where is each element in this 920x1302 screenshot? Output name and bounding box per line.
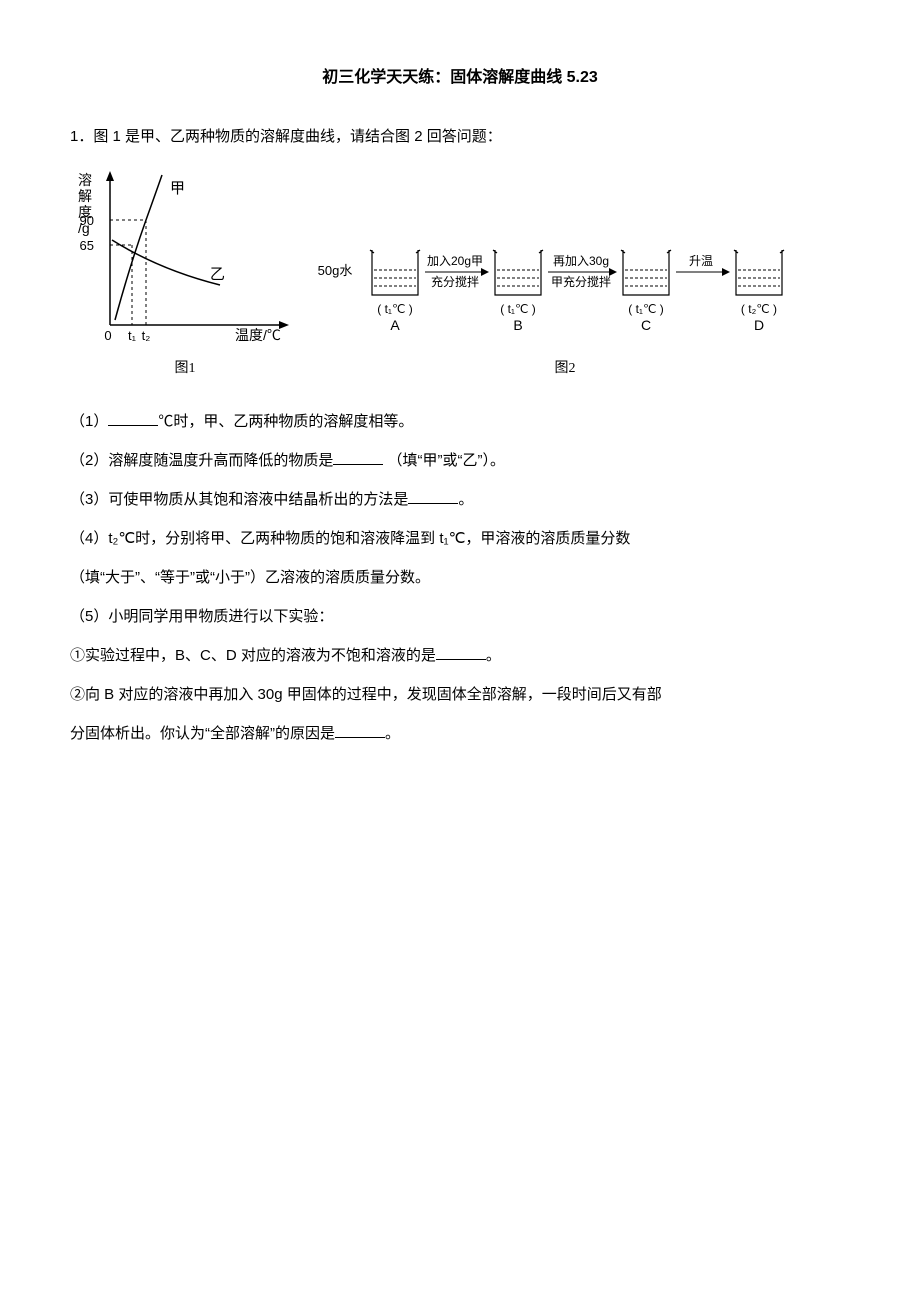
xlabel: 温度/℃ xyxy=(235,327,281,343)
beaker-c-temp: ( t₁℃ ) xyxy=(628,302,664,316)
question-1: （1） ℃时，甲、乙两种物质的溶解度相等。 xyxy=(70,405,850,438)
arrow2-bottom: 甲充分搅拌 xyxy=(551,274,611,289)
fig1-caption: 图1 xyxy=(175,354,196,385)
question-3: （3）可使甲物质从其饱和溶液中结晶析出的方法是 。 xyxy=(70,483,850,516)
beaker-b-letter: B xyxy=(513,317,522,333)
ylabel-1: 溶 xyxy=(78,172,92,188)
ytick-65: 65 xyxy=(80,238,94,253)
q5-1-pre: ①实验过程中，B、C、D 对应的溶液为不饱和溶液的是 xyxy=(70,647,436,664)
page-title: 初三化学天天练：固体溶解度曲线 5.23 xyxy=(70,60,850,95)
xtick-t1: t₁ xyxy=(128,328,137,343)
beaker-sequence: 50g水 ( t₁℃ ) A 加入20g甲 充分搅拌 ( xyxy=(310,220,820,350)
q5-2b-post: 。 xyxy=(385,725,400,742)
beaker-a-letter: A xyxy=(390,317,400,333)
beaker-d-temp: ( t₂℃ ) xyxy=(741,302,777,316)
question-4b: （填“大于”、“等于”或“小于”）乙溶液的溶质质量分数。 xyxy=(70,561,850,594)
arrow1-bottom: 充分搅拌 xyxy=(431,274,479,289)
beaker-c-letter: C xyxy=(641,317,651,333)
q5-2b-pre: 分固体析出。你认为“全部溶解”的原因是 xyxy=(70,725,335,742)
q5-1-post: 。 xyxy=(486,647,501,664)
figure-1: 65 90 0 t₁ t₂ 甲 乙 溶 解 度 /g 温度/℃ 图1 xyxy=(70,165,300,385)
fig2-caption: 图2 xyxy=(555,354,576,385)
beaker-a-temp: ( t₁℃ ) xyxy=(377,302,413,316)
xtick-t2: t₂ xyxy=(142,328,151,343)
figures-row: 65 90 0 t₁ t₂ 甲 乙 溶 解 度 /g 温度/℃ 图1 xyxy=(70,165,850,385)
xtick-0: 0 xyxy=(104,328,111,343)
start-water-label: 50g水 xyxy=(318,263,353,278)
curve-label-jia: 甲 xyxy=(170,180,185,197)
question-stem: 1．图 1 是甲、乙两种物质的溶解度曲线，请结合图 2 回答问题： xyxy=(70,120,850,153)
question-5-2b: 分固体析出。你认为“全部溶解”的原因是 。 xyxy=(70,717,850,750)
arrow1-top: 加入20g甲 xyxy=(427,254,483,268)
question-5: （5）小明同学用甲物质进行以下实验： xyxy=(70,600,850,633)
q2-blank xyxy=(333,449,383,465)
curve-label-yi: 乙 xyxy=(210,266,225,283)
q1-post: ℃时，甲、乙两种物质的溶解度相等。 xyxy=(158,413,413,430)
ylabel-3: 度 xyxy=(78,204,92,220)
q5-1-blank xyxy=(436,644,486,660)
beaker-b-temp: ( t₁℃ ) xyxy=(500,302,536,316)
q2-post: （填“甲”或“乙”）。 xyxy=(388,452,505,469)
arrow2-top: 再加入30g xyxy=(553,254,609,268)
question-4a: （4）t₂℃时，分别将甲、乙两种物质的饱和溶液降温到 t₁℃，甲溶液的溶质质量分… xyxy=(70,522,850,555)
q5-2b-blank xyxy=(335,722,385,738)
arrow3-top: 升温 xyxy=(689,254,713,268)
question-5-2a: ②向 B 对应的溶液中再加入 30g 甲固体的过程中，发现固体全部溶解，一段时间… xyxy=(70,678,850,711)
q1-pre: （1） xyxy=(70,413,108,430)
beaker-d-letter: D xyxy=(754,317,764,333)
question-2: （2）溶解度随温度升高而降低的物质是 （填“甲”或“乙”）。 xyxy=(70,444,850,477)
question-5-1: ①实验过程中，B、C、D 对应的溶液为不饱和溶液的是 。 xyxy=(70,639,850,672)
q3-post: 。 xyxy=(458,491,473,508)
solubility-curve-chart: 65 90 0 t₁ t₂ 甲 乙 溶 解 度 /g 温度/℃ xyxy=(70,165,300,350)
q1-blank xyxy=(108,410,158,426)
q2-pre: （2）溶解度随温度升高而降低的物质是 xyxy=(70,452,333,469)
figure-2: 50g水 ( t₁℃ ) A 加入20g甲 充分搅拌 ( xyxy=(310,220,820,385)
q3-pre: （3）可使甲物质从其饱和溶液中结晶析出的方法是 xyxy=(70,491,408,508)
ylabel-4: /g xyxy=(78,220,90,236)
q3-blank xyxy=(408,488,458,504)
ylabel-2: 解 xyxy=(78,188,92,204)
